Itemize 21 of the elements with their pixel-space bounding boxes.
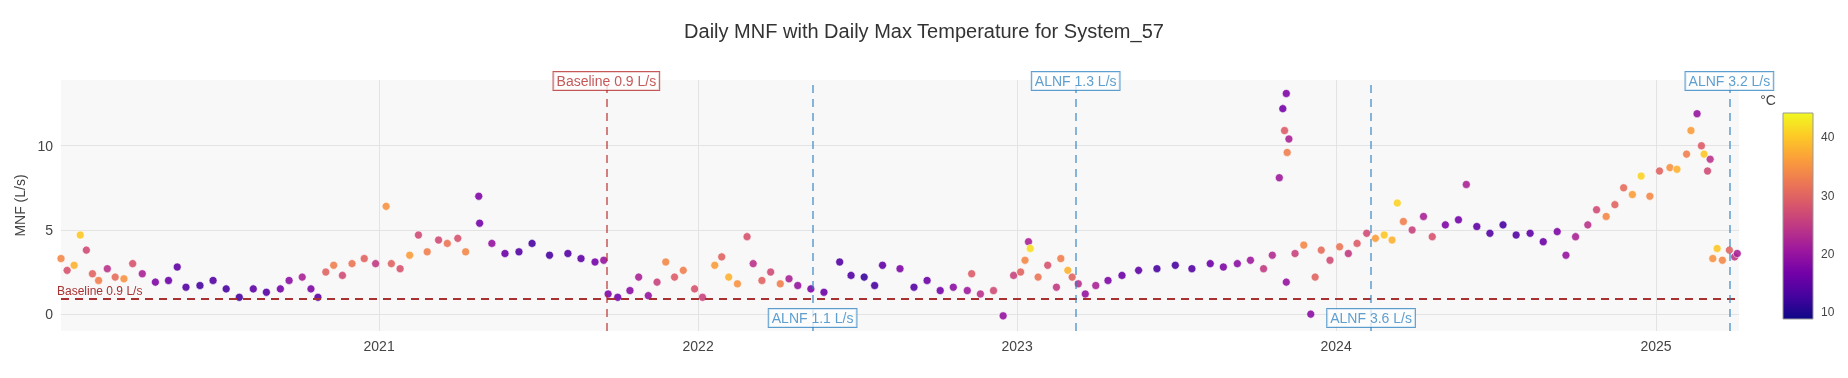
ref-line-label: ALNF 3.6 L/s — [1330, 310, 1412, 326]
color-bar-label: 30 — [1821, 188, 1835, 203]
x-tick-label: 2025 — [1640, 338, 1672, 354]
ref-line-label: ALNF 3.2 L/s — [1688, 73, 1771, 89]
ref-line-label: ALNF 1.3 L/s — [1034, 73, 1117, 89]
y-axis-title: MNF (L/s) — [11, 174, 28, 237]
ref-line-label: ALNF 1.1 L/s — [771, 310, 854, 326]
ref-line-label: Baseline 0.9 L/s — [556, 73, 657, 89]
color-bar-label: 10 — [1821, 305, 1835, 320]
chart-title: Daily MNF with Daily Max Temperature for System_57 — [684, 20, 1164, 43]
y-tick-label: 0 — [45, 306, 54, 323]
ref-line-label: Baseline 0.9 L/s — [57, 283, 143, 298]
x-tick-label: 2022 — [682, 338, 714, 354]
color-bar-label: 40 — [1821, 130, 1835, 145]
color-bar-label: 20 — [1821, 246, 1835, 261]
x-tick-label: 2024 — [1320, 338, 1352, 354]
x-tick-label: 2021 — [363, 338, 395, 354]
x-tick-label: 2023 — [1001, 338, 1033, 354]
y-tick-label: 5 — [45, 221, 54, 238]
color-bar-title: °C — [1760, 92, 1776, 108]
y-tick-label: 10 — [37, 137, 54, 154]
